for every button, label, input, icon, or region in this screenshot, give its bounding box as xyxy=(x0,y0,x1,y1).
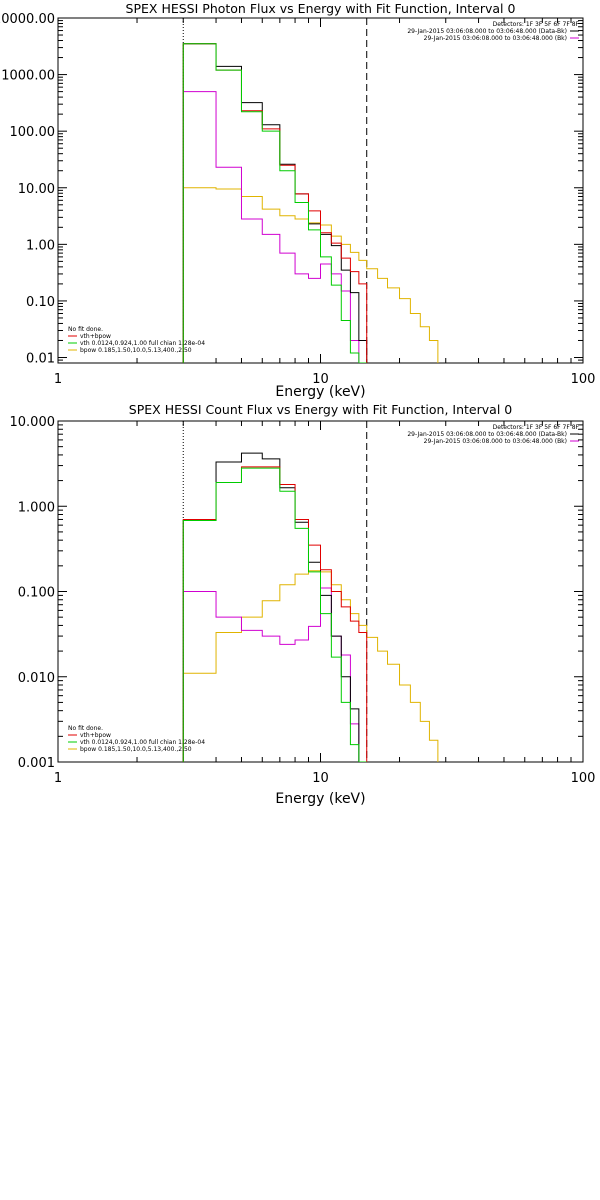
legend-entry-label: bpow 0.185,1.50,10.0,5.13,400.,2.50 xyxy=(80,347,192,354)
series-background-histogram xyxy=(182,91,367,363)
legend-status: No fit done. xyxy=(68,326,103,333)
series-background-histogram xyxy=(182,587,367,762)
y-tick-label: 10000.00 xyxy=(0,12,55,27)
plot-area xyxy=(182,452,439,762)
x-tick-label: 100 xyxy=(571,372,596,387)
series-bpow-histogram xyxy=(182,570,439,762)
legend-entry-label: vth+bpow xyxy=(80,732,111,739)
photon-flux-chart: SPEX HESSI Photon Flux vs Energy with Fi… xyxy=(0,1,595,400)
x-axis-title: Energy (keV) xyxy=(275,384,365,400)
y-tick-label: 0.001 xyxy=(18,756,55,771)
count-flux-chart: SPEX HESSI Count Flux vs Energy with Fit… xyxy=(10,402,596,807)
y-tick-label: 0.010 xyxy=(18,671,55,686)
y-tick-label: 0.100 xyxy=(18,586,55,601)
y-tick-label: 10.00 xyxy=(18,182,55,197)
legend-status: No fit done. xyxy=(68,725,103,732)
x-tick-label: 10 xyxy=(312,771,329,786)
plot-area xyxy=(182,43,439,363)
y-tick-label: 1.00 xyxy=(26,238,55,253)
x-axis-title: Energy (keV) xyxy=(275,791,365,807)
series-vth-histogram xyxy=(182,467,367,762)
chart-title: SPEX HESSI Photon Flux vs Energy with Fi… xyxy=(126,1,516,16)
x-tick-label: 10 xyxy=(312,372,329,387)
legend-entry-label: vth+bpow xyxy=(80,333,111,340)
y-tick-label: 1000.00 xyxy=(1,69,55,84)
plot-frame xyxy=(57,17,584,364)
interval-data-label: 29-Jan-2015 03:06:08.000 to 03:06:48.000… xyxy=(407,28,567,35)
y-tick-label: 10.000 xyxy=(10,415,56,430)
legend-entry-label: vth 0.0124,0.924,1.00 full chian 1.28e-0… xyxy=(80,340,205,347)
y-tick-label: 0.01 xyxy=(26,352,55,367)
legend-entry-label: vth 0.0124,0.924,1.00 full chian 1.28e-0… xyxy=(80,739,205,746)
series-vth-histogram xyxy=(182,43,367,363)
x-tick-label: 100 xyxy=(571,771,596,786)
interval-bk-label: 29-Jan-2015 03:06:08.000 to 03:06:48.000… xyxy=(424,35,567,42)
y-tick-label: 100.00 xyxy=(10,125,56,140)
detectors-label: Detectors: 1F 3F 5F 6F 7F 8F xyxy=(493,424,580,431)
interval-data-label: 29-Jan-2015 03:06:08.000 to 03:06:48.000… xyxy=(407,431,567,438)
x-tick-label: 1 xyxy=(54,372,62,387)
legend-entry-label: bpow 0.185,1.50,10.0,5.13,400.,2.50 xyxy=(80,746,192,753)
series-observed-histogram xyxy=(182,452,367,762)
series-bpow-histogram xyxy=(182,187,439,363)
y-tick-label: 0.10 xyxy=(26,295,55,310)
y-tick-label: 1.000 xyxy=(18,500,55,515)
interval-bk-label: 29-Jan-2015 03:06:08.000 to 03:06:48.000… xyxy=(424,438,567,445)
x-tick-label: 1 xyxy=(54,771,62,786)
series-total-fit-histogram xyxy=(182,466,368,762)
chart-title: SPEX HESSI Count Flux vs Energy with Fit… xyxy=(129,402,512,417)
detectors-label: Detectors: 1F 3F 5F 6F 7F 8F xyxy=(493,21,580,28)
